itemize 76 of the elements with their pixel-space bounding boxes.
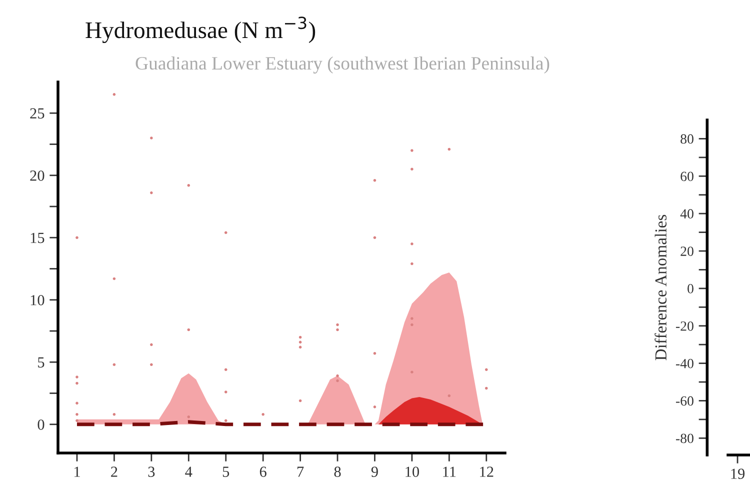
x-tick-label: 5 [222,466,230,477]
point [373,236,376,240]
point [410,317,414,320]
point [112,93,116,96]
y-tick-label: 40 [680,209,694,219]
point [262,413,264,416]
chart-subtitle: Guadiana Lower Estuary (southwest Iberian Peninsula) [136,56,550,74]
point [448,148,451,151]
y-tick-label: 15 [30,232,44,244]
y-tick-label: 0 [688,284,694,294]
x-tick-label: 2 [111,466,118,477]
x-tick-label: 7 [297,466,304,477]
point [150,363,153,366]
point [410,242,414,246]
point [485,368,488,371]
chart-title: Hydromedusae (N m$^{−3}$) [86,16,316,44]
point [373,178,376,182]
y-tick-label: 20 [30,170,44,181]
x-tick-label: 11 [443,466,456,477]
point [336,374,339,378]
point [76,376,78,378]
y-tick-label: 80 [680,134,694,144]
point [76,419,78,422]
y-tick-label: -60 [676,396,694,406]
x-tick-label: 8 [334,466,341,477]
point [187,328,190,332]
y-tick-label: 60 [680,172,694,182]
point [76,236,78,240]
point [150,343,153,346]
x-tick-label: 3 [148,466,155,477]
x-tick-label: 10 [406,466,420,477]
point [373,352,376,355]
point [76,413,78,416]
point [336,379,339,382]
x-tick-label: 19 [731,468,745,479]
point [187,416,190,418]
point [112,277,116,280]
point [112,363,116,366]
y-tick-label: 20 [680,246,694,256]
point [336,328,339,332]
point [485,386,488,390]
y-axis-title: Difference Anomalies [654,214,667,360]
y-tick-label: -80 [676,434,694,444]
point [76,382,78,385]
point [187,184,190,187]
x-tick-label: 4 [185,466,192,477]
point [336,323,339,326]
point [224,368,228,371]
point [373,406,376,408]
point [410,262,414,266]
y-tick-label: 5 [38,357,44,368]
point [224,231,228,234]
y-tick-label: 25 [30,108,44,119]
point [298,340,302,344]
y-tick-label: -20 [676,321,694,331]
point [298,336,302,339]
point [448,394,451,398]
point [298,399,302,402]
y-tick-label: 0 [38,420,44,430]
y-tick-label: 10 [30,295,44,306]
x-tick-label: 12 [480,466,494,477]
point [410,370,414,374]
point [76,402,78,405]
point [150,191,153,194]
point [298,346,302,349]
point [410,149,414,152]
x-tick-label: 6 [260,466,266,477]
point [224,419,228,422]
point [150,136,153,140]
point [224,390,228,394]
point [410,323,414,326]
point [112,413,116,416]
x-tick-label: 9 [371,466,378,477]
y-tick-label: -40 [676,358,694,368]
point [410,168,414,171]
x-tick-label: 1 [74,466,80,477]
